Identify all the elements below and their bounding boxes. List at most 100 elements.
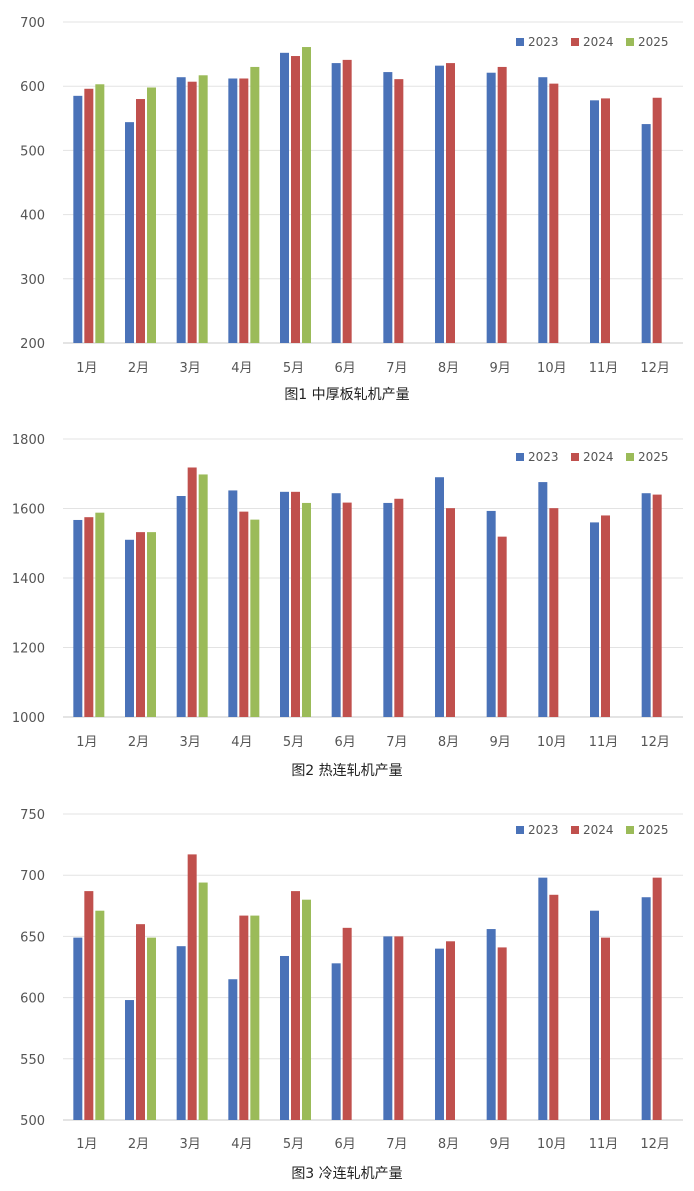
bar-2024-11 bbox=[601, 98, 610, 343]
x-tick-label: 11月 bbox=[589, 1137, 619, 1152]
legend-label-2024: 2024 bbox=[583, 450, 614, 464]
x-tick-label: 1月 bbox=[76, 1137, 97, 1152]
bar-2023-7 bbox=[383, 936, 393, 1120]
bar-2023-10 bbox=[538, 77, 548, 343]
y-tick-label: 750 bbox=[20, 808, 45, 823]
y-tick-label: 300 bbox=[20, 273, 45, 288]
bar-2023-1 bbox=[73, 519, 83, 717]
y-tick-label: 200 bbox=[20, 337, 45, 352]
bar-2024-3 bbox=[187, 854, 197, 1120]
legend-swatch-2023 bbox=[516, 38, 524, 46]
bar-2024-9 bbox=[497, 66, 507, 343]
legend-swatch-2024 bbox=[571, 826, 579, 834]
bar-2023-3 bbox=[176, 495, 186, 717]
y-tick-label: 1400 bbox=[12, 572, 45, 587]
x-tick-label: 10月 bbox=[537, 1137, 567, 1152]
x-tick-label: 5月 bbox=[283, 361, 304, 376]
x-tick-label: 3月 bbox=[180, 1137, 201, 1152]
chart-svg-plate-mill: 200 300 400 500 600 700 1月 2月 3月 4月 5月 6月 7月 8月 9月 10月 1… bbox=[20, 16, 683, 376]
bar-2024-2 bbox=[136, 532, 145, 717]
bar-2023-4 bbox=[228, 78, 238, 343]
bar-2024-12 bbox=[652, 494, 662, 717]
bar-2024-4 bbox=[239, 915, 249, 1120]
y-tick-label: 500 bbox=[20, 1114, 45, 1129]
bar-2023-7 bbox=[383, 72, 393, 344]
bar-2025-5 bbox=[302, 502, 311, 717]
bar-2023-7 bbox=[383, 502, 393, 717]
legend-swatch-2023 bbox=[516, 453, 524, 461]
bar-2024-2 bbox=[136, 924, 145, 1120]
bar-2024-10 bbox=[549, 894, 559, 1120]
bar-2025-3 bbox=[198, 75, 208, 343]
x-tick-label: 6月 bbox=[335, 361, 356, 376]
bar-2023-1 bbox=[73, 95, 83, 343]
bar-2024-10 bbox=[549, 508, 559, 717]
bar-2023-4 bbox=[228, 490, 238, 717]
x-tick-label: 1月 bbox=[76, 735, 97, 750]
bar-2023-1 bbox=[73, 937, 83, 1120]
x-tick-label: 12月 bbox=[640, 1137, 670, 1152]
bar-2024-1 bbox=[84, 517, 94, 717]
bar-2024-12 bbox=[652, 97, 662, 343]
bar-2025-3 bbox=[198, 474, 208, 717]
x-tick-label: 5月 bbox=[283, 1137, 304, 1152]
bar-2025-4 bbox=[250, 66, 260, 343]
y-tick-label: 600 bbox=[20, 992, 45, 1007]
bar-2023-8 bbox=[435, 948, 444, 1120]
bar-2024-4 bbox=[239, 78, 249, 343]
bar-2025-3 bbox=[198, 882, 208, 1120]
chart-caption-plate-mill: 图1 中厚板轧机产量 bbox=[284, 387, 410, 403]
bar-2023-10 bbox=[538, 877, 548, 1120]
x-tick-label: 8月 bbox=[438, 361, 459, 376]
bar-2024-12 bbox=[652, 877, 662, 1120]
bar-2023-10 bbox=[538, 482, 548, 717]
bar-2024-9 bbox=[497, 536, 507, 717]
bar-2025-1 bbox=[95, 512, 105, 717]
x-tick-label: 5月 bbox=[283, 735, 304, 750]
bar-2025-5 bbox=[302, 47, 311, 344]
x-tick-label: 9月 bbox=[490, 1137, 511, 1152]
y-tick-label: 1000 bbox=[12, 711, 45, 726]
bar-2024-6 bbox=[342, 502, 352, 717]
legend-swatch-2024 bbox=[571, 38, 579, 46]
x-tick-label: 11月 bbox=[589, 735, 619, 750]
bar-2023-2 bbox=[125, 1000, 134, 1120]
legend-label-2024: 2024 bbox=[583, 823, 614, 837]
bar-2025-1 bbox=[95, 910, 105, 1120]
x-tick-label: 9月 bbox=[490, 361, 511, 376]
bar-2023-2 bbox=[125, 122, 134, 343]
x-tick-label: 4月 bbox=[231, 1137, 252, 1152]
chart-panel-cold-mill: 500 550 600 650 700 750 1月 2月 3月 4月 5月 6月 7月 8月 9月 10月 1… bbox=[0, 795, 694, 1160]
bar-2023-5 bbox=[280, 955, 289, 1120]
bar-2025-1 bbox=[95, 84, 105, 344]
legend-label-2025: 2025 bbox=[638, 35, 669, 49]
bar-2024-2 bbox=[136, 99, 145, 343]
bar-2023-6 bbox=[331, 963, 341, 1120]
x-tick-label: 1月 bbox=[76, 361, 97, 376]
bar-2024-5 bbox=[291, 491, 300, 717]
y-tick-label: 1200 bbox=[12, 642, 45, 657]
x-tick-label: 12月 bbox=[640, 361, 670, 376]
legend-swatch-2024 bbox=[571, 453, 579, 461]
x-tick-label: 10月 bbox=[537, 735, 567, 750]
bar-2023-4 bbox=[228, 979, 238, 1120]
bar-2025-4 bbox=[250, 519, 260, 717]
legend-label-2025: 2025 bbox=[638, 450, 669, 464]
x-tick-label: 8月 bbox=[438, 735, 459, 750]
x-tick-label: 4月 bbox=[231, 735, 252, 750]
y-tick-label: 550 bbox=[20, 1053, 45, 1068]
bar-2024-5 bbox=[291, 891, 300, 1120]
bar-2023-12 bbox=[641, 124, 651, 343]
bar-2023-5 bbox=[280, 491, 289, 717]
x-tick-label: 2月 bbox=[128, 361, 149, 376]
bar-2023-11 bbox=[590, 910, 599, 1120]
chart-panel-plate-mill: 200 300 400 500 600 700 1月 2月 3月 4月 5月 6月 7月 8月 9月 10月 1… bbox=[0, 0, 694, 385]
y-tick-label: 650 bbox=[20, 930, 45, 945]
chart-caption-cold-mill: 图3 冷连轧机产量 bbox=[291, 1166, 403, 1182]
bar-2024-6 bbox=[342, 59, 352, 344]
legend-swatch-2025 bbox=[626, 453, 634, 461]
y-tick-label: 700 bbox=[20, 16, 45, 31]
bar-2024-3 bbox=[187, 467, 197, 717]
x-tick-label: 4月 bbox=[231, 361, 252, 376]
bar-2024-3 bbox=[187, 81, 197, 344]
